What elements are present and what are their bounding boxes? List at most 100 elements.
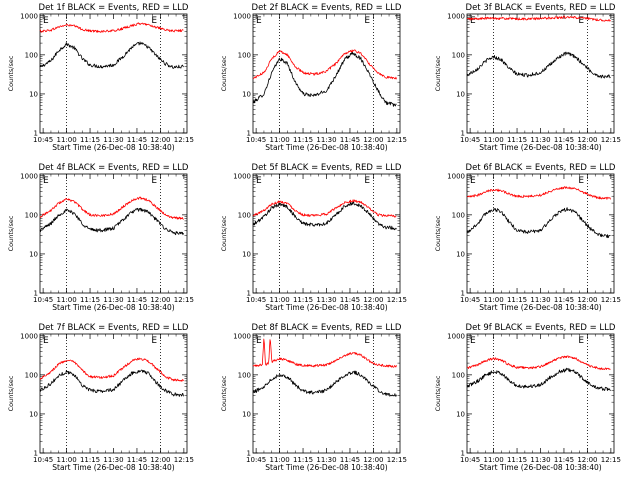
x-tick-label: 11:00 [483,296,503,304]
event-marker-left: E [256,336,262,346]
y-tick-label: 1 [247,450,251,458]
x-tick-label: 11:30 [103,296,123,304]
y-axis-label: Counts/sec [220,375,228,411]
y-tick-label: 1 [461,450,465,458]
x-tick-label: 11:30 [530,456,550,464]
x-tick-label: 10:45 [33,136,53,144]
x-tick-label: 10:45 [460,136,480,144]
event-marker-right: E [151,176,157,186]
event-marker-left: E [256,16,262,26]
y-axis-label: Counts/sec [220,55,228,91]
x-tick-label: 11:15 [293,136,313,144]
y-tick-label: 1000 [447,332,465,340]
y-tick-label: 10 [456,90,465,98]
x-tick-label: 11:15 [507,296,527,304]
x-tick-label: 10:45 [460,456,480,464]
panel-title: Det 2f BLACK = Events, RED = LLD [252,3,402,13]
plot-frame [39,13,188,134]
x-tick-label: 12:00 [363,136,383,144]
event-marker-left: E [43,336,49,346]
y-tick-label: 10 [29,90,38,98]
y-tick-label: 1000 [447,172,465,180]
x-tick-label: 12:15 [387,456,407,464]
y-tick-label: 100 [25,211,38,219]
x-tick-label: 12:15 [387,296,407,304]
event-marker-right: E [578,176,584,186]
x-tick-label: 10:45 [246,296,266,304]
events-series-line [466,367,611,392]
x-tick-label: 12:15 [601,456,621,464]
y-tick-label: 100 [452,371,465,379]
y-tick-label: 100 [452,51,465,59]
x-tick-label: 12:15 [387,136,407,144]
x-tick-label: 11:00 [483,456,503,464]
event-marker-right: E [151,336,157,346]
x-tick-label: 11:45 [554,456,574,464]
plot-frame [466,333,615,454]
y-tick-label: 1 [461,130,465,138]
x-axis-label: Start Time (26-Dec-08 10:38:40) [265,303,387,312]
x-tick-label: 12:15 [174,296,194,304]
panel-det-4: Det 4f BLACK = Events, RED = LLD 1 10 100 10… [7,163,194,312]
y-tick-label: 10 [29,410,38,418]
x-tick-label: 11:45 [340,456,360,464]
y-tick-label: 1 [247,130,251,138]
lld-series-line [39,357,184,382]
y-tick-label: 1000 [20,12,38,20]
x-tick-label: 11:00 [269,136,289,144]
x-tick-label: 11:45 [554,136,574,144]
y-axis-label: Counts/sec [434,55,442,91]
y-tick-label: 100 [452,211,465,219]
panel-title: Det 8f BLACK = Events, RED = LLD [252,323,402,333]
y-tick-label: 100 [238,51,251,59]
x-tick-label: 12:15 [174,456,194,464]
x-tick-label: 10:45 [33,456,53,464]
x-tick-label: 11:30 [316,136,336,144]
x-tick-label: 11:45 [340,136,360,144]
y-axis-label: Counts/sec [7,375,15,411]
x-tick-label: 11:30 [103,456,123,464]
x-tick-label: 11:00 [56,456,76,464]
lld-series-line [466,15,611,22]
x-tick-label: 11:45 [554,296,574,304]
plot-frame [466,173,615,294]
y-tick-label: 10 [456,250,465,258]
lld-series-line [39,196,184,220]
y-tick-label: 10 [242,410,251,418]
x-axis-label: Start Time (26-Dec-08 10:38:40) [265,143,387,152]
panel-title: Det 9f BLACK = Events, RED = LLD [466,323,616,333]
event-marker-left: E [43,16,49,26]
x-tick-label: 11:30 [530,296,550,304]
panel-title: Det 3f BLACK = Events, RED = LLD [466,3,616,13]
event-marker-right: E [364,176,370,186]
x-axis-label: Start Time (26-Dec-08 10:38:40) [479,143,601,152]
x-tick-label: 12:00 [363,456,383,464]
x-tick-label: 11:00 [56,136,76,144]
event-marker-left: E [470,176,476,186]
x-tick-label: 11:00 [269,296,289,304]
x-tick-label: 11:15 [80,456,100,464]
events-series-line [466,207,611,239]
x-axis-label: Start Time (26-Dec-08 10:38:40) [479,303,601,312]
y-tick-label: 1 [34,450,38,458]
event-marker-right: E [578,336,584,346]
x-axis-label: Start Time (26-Dec-08 10:38:40) [265,463,387,472]
y-axis-label: Counts/sec [7,55,15,91]
x-axis-label: Start Time (26-Dec-08 10:38:40) [52,463,174,472]
lld-series-line [466,355,611,371]
panel-title: Det 5f BLACK = Events, RED = LLD [252,163,402,173]
x-tick-label: 12:00 [363,296,383,304]
x-tick-label: 12:00 [150,136,170,144]
y-tick-label: 1000 [447,12,465,20]
x-tick-label: 10:45 [246,136,266,144]
events-series-line [39,369,184,397]
x-tick-label: 12:15 [601,136,621,144]
x-tick-label: 12:00 [577,136,597,144]
panel-title: Det 7f BLACK = Events, RED = LLD [39,323,189,333]
plot-frame [252,333,401,454]
x-tick-label: 11:15 [80,296,100,304]
panel-det-8: Det 8f BLACK = Events, RED = LLD 1 10 100 10… [220,323,407,472]
event-marker-right: E [364,336,370,346]
panel-title: Det 4f BLACK = Events, RED = LLD [39,163,189,173]
